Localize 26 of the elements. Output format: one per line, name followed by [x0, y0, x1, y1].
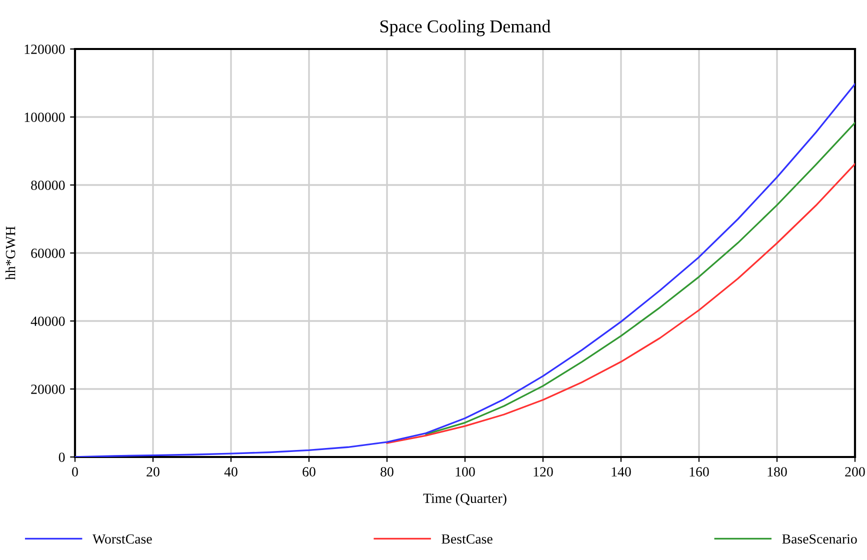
- x-tick-label: 0: [72, 467, 78, 476]
- y-tick-label: 20000: [31, 384, 65, 394]
- y-tick-label: 80000: [31, 180, 65, 190]
- x-tick-label: 20: [146, 467, 160, 476]
- chart-title: Space Cooling Demand: [380, 20, 551, 36]
- y-tick-label: 100000: [24, 112, 65, 122]
- x-tick-label: 140: [612, 467, 631, 476]
- x-tick-label: 160: [690, 467, 709, 476]
- x-tick-label: 100: [456, 467, 475, 476]
- x-tick-label: 120: [534, 467, 553, 476]
- x-tick-label: 180: [768, 467, 787, 476]
- x-tick-label: 60: [302, 467, 316, 476]
- line-series: [386, 163, 855, 444]
- x-tick-label: 200: [845, 467, 865, 476]
- x-tick-label: 40: [224, 467, 238, 476]
- line-series: [425, 122, 855, 436]
- legend-label: BestCase: [442, 534, 492, 544]
- y-tick-label: 120000: [24, 44, 65, 54]
- y-tick-label: 60000: [31, 248, 65, 258]
- y-axis-title: hh*GWH: [5, 226, 16, 280]
- y-tick-label: 0: [58, 452, 65, 462]
- legend-label: BaseScenario: [782, 534, 857, 544]
- y-tick-label: 40000: [30, 316, 65, 326]
- x-tick-label: 80: [380, 467, 394, 476]
- x-axis-title: Time (Quarter): [423, 493, 506, 506]
- legend-label: WorstCase: [92, 534, 152, 544]
